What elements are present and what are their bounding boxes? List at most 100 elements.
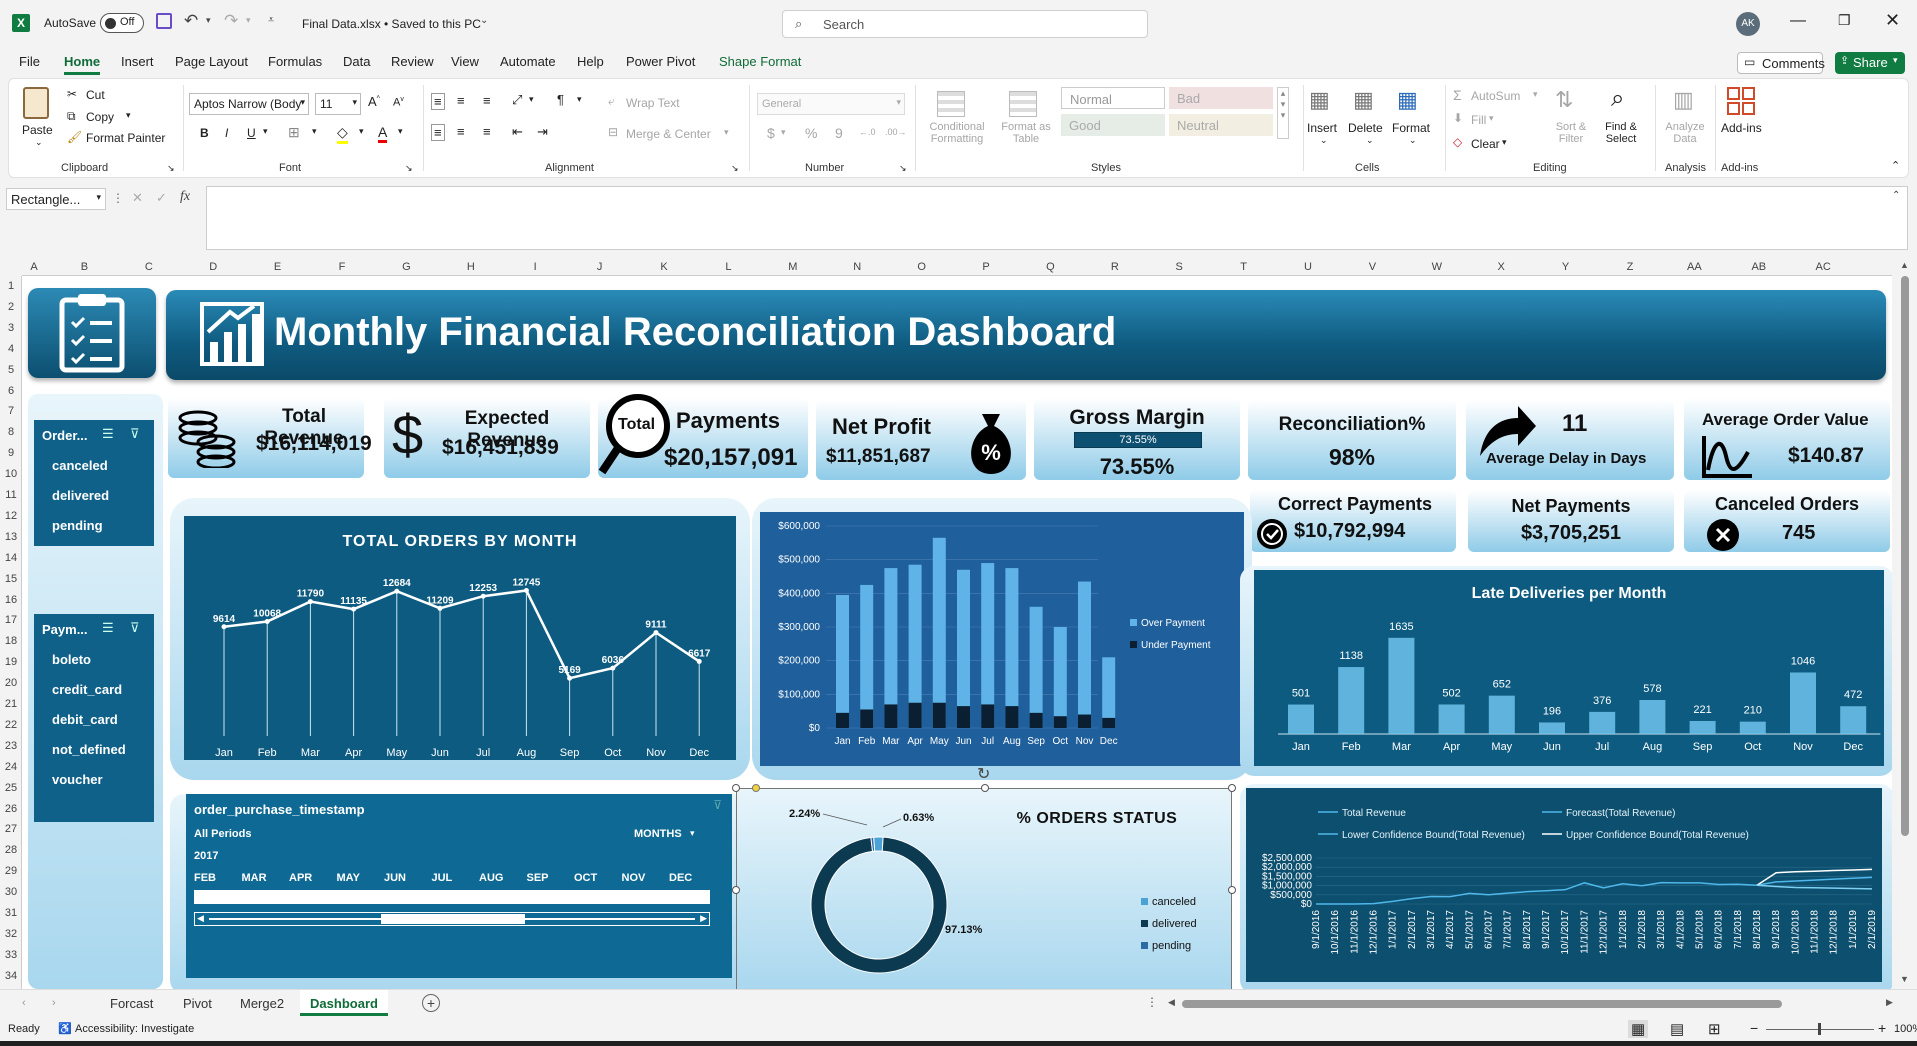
zoom-slider[interactable] xyxy=(1766,1023,1874,1035)
row-header-14[interactable]: 14 xyxy=(4,551,18,564)
timeline-month[interactable]: APR xyxy=(289,872,313,884)
style-neutral[interactable]: Neutral xyxy=(1169,114,1273,136)
share-button[interactable]: ⇪ Share ▾ xyxy=(1835,52,1905,74)
minimize-icon[interactable]: — xyxy=(1790,12,1806,29)
add-ins-button[interactable]: Add-ins xyxy=(1721,121,1762,135)
delete-cells-button[interactable]: Delete xyxy=(1348,121,1383,135)
timeline-month[interactable]: OCT xyxy=(574,872,598,884)
row-header-23[interactable]: 23 xyxy=(4,739,18,752)
sheet-tab-dashboard[interactable]: Dashboard xyxy=(300,990,388,1016)
row-header-32[interactable]: 32 xyxy=(4,927,18,940)
column-header-X[interactable]: X xyxy=(1497,261,1505,273)
zoom-slider-thumb[interactable] xyxy=(1818,1023,1821,1035)
column-header-C[interactable]: C xyxy=(144,261,153,273)
column-header-Q[interactable]: Q xyxy=(1046,261,1055,273)
row-header-31[interactable]: 31 xyxy=(4,907,18,919)
increase-indent-icon[interactable]: ⇥ xyxy=(537,124,548,139)
customize-toolbar-icon[interactable]: ⩡ xyxy=(268,14,275,26)
text-direction-icon[interactable]: ¶ xyxy=(557,92,564,107)
timeline-month[interactable]: MAR xyxy=(241,872,267,884)
find-select-button[interactable]: Find & Select xyxy=(1605,121,1637,145)
column-header-U[interactable]: U xyxy=(1304,261,1312,273)
zoom-level[interactable]: 100% xyxy=(1894,1023,1917,1035)
next-sheet-icon[interactable]: › xyxy=(52,997,56,1009)
cancel-entry-icon[interactable]: ✕ xyxy=(132,190,143,205)
insert-function-icon[interactable]: fx xyxy=(180,189,191,204)
merge-chevron-icon[interactable]: ▾ xyxy=(724,127,729,137)
clear-chevron-icon[interactable]: ▾ xyxy=(1502,137,1507,147)
restore-icon[interactable]: ❐ xyxy=(1838,12,1851,28)
underline-icon[interactable]: U xyxy=(247,126,256,140)
selection-handle[interactable] xyxy=(1228,784,1236,792)
more-options-icon[interactable]: ⋮ xyxy=(112,191,124,205)
format-cells-button[interactable]: Format xyxy=(1392,121,1431,135)
clear-icon[interactable]: ◇ xyxy=(1453,135,1463,149)
avatar[interactable]: AK xyxy=(1736,12,1760,36)
autosum-icon[interactable]: Σ xyxy=(1453,87,1462,103)
underline-chevron-icon[interactable]: ▾ xyxy=(263,126,268,136)
row-header-4[interactable]: 4 xyxy=(7,342,15,355)
slicer-item-pending[interactable]: pending xyxy=(52,518,103,533)
vertical-scroll-thumb[interactable] xyxy=(1901,276,1909,836)
sheet-tab-pivot[interactable]: Pivot xyxy=(183,996,212,1011)
sheet-tab-forcast[interactable]: Forcast xyxy=(110,996,154,1011)
column-header-F[interactable]: F xyxy=(338,261,346,273)
column-header-Z[interactable]: Z xyxy=(1626,261,1634,273)
italic-icon[interactable]: I xyxy=(225,126,229,140)
fill-color-chevron-icon[interactable]: ▾ xyxy=(359,126,364,136)
save-icon[interactable] xyxy=(156,13,172,29)
timeline-clear-filter-icon[interactable]: ⊽ xyxy=(713,798,722,812)
row-header-27[interactable]: 27 xyxy=(4,823,18,836)
style-bad[interactable]: Bad xyxy=(1169,87,1273,109)
row-header-13[interactable]: 13 xyxy=(4,530,18,543)
conditional-formatting-icon[interactable] xyxy=(937,91,965,117)
adjust-handle[interactable] xyxy=(752,784,760,792)
timeline-month[interactable]: NOV xyxy=(621,872,646,884)
sheet-tab-merge2[interactable]: Merge2 xyxy=(240,996,285,1011)
font-color-icon[interactable]: A xyxy=(378,124,388,143)
font-launcher-icon[interactable]: ↘ xyxy=(405,163,413,173)
fill-button[interactable]: Fill xyxy=(1471,113,1487,127)
file-name-chevron-icon[interactable]: ⌄ xyxy=(480,15,489,26)
file-name[interactable]: Final Data.xlsx • Saved to this PC xyxy=(302,17,481,31)
add-sheet-icon[interactable]: + xyxy=(422,994,440,1012)
align-top-icon[interactable]: ≡ xyxy=(431,93,445,110)
tab-shape-format[interactable]: Shape Format xyxy=(719,54,802,69)
column-header-E[interactable]: E xyxy=(273,261,282,273)
column-header-R[interactable]: R xyxy=(1110,261,1119,273)
clear-button[interactable]: Clear xyxy=(1471,137,1500,151)
row-header-18[interactable]: 18 xyxy=(4,635,18,648)
column-header-K[interactable]: K xyxy=(660,261,668,273)
row-header-9[interactable]: 9 xyxy=(7,447,15,460)
sort-filter-icon[interactable]: ⇅ xyxy=(1555,87,1574,112)
borders-chevron-icon[interactable]: ▾ xyxy=(312,126,317,136)
row-header-15[interactable]: 15 xyxy=(4,572,18,585)
format-as-table-icon[interactable] xyxy=(1009,91,1037,117)
prev-sheet-icon[interactable]: ‹ xyxy=(22,997,26,1009)
timeline-unit-chevron-icon[interactable]: ▾ xyxy=(690,828,695,838)
multi-select-icon[interactable]: ☰ xyxy=(102,426,114,441)
row-header-34[interactable]: 34 xyxy=(4,969,18,982)
column-header-G[interactable]: G xyxy=(402,261,411,273)
page-break-view-icon[interactable]: ⊞ xyxy=(1708,1021,1721,1038)
horizontal-scroll-thumb[interactable] xyxy=(1182,1000,1782,1008)
column-header-N[interactable]: N xyxy=(853,261,862,273)
selection-handle[interactable] xyxy=(1228,886,1236,894)
tab-page-layout[interactable]: Page Layout xyxy=(175,54,249,69)
format-chevron-icon[interactable]: ⌄ xyxy=(1409,135,1417,145)
sort-filter-button[interactable]: Sort & Filter xyxy=(1555,121,1587,145)
row-header-28[interactable]: 28 xyxy=(4,844,18,857)
hscroll-left-icon[interactable]: ◀ xyxy=(1168,997,1175,1007)
tab-power-pivot[interactable]: Power Pivot xyxy=(626,54,696,69)
scroll-right-icon[interactable]: ▶ xyxy=(700,913,707,923)
scroll-up-icon[interactable]: ▲ xyxy=(1900,260,1909,270)
number-launcher-icon[interactable]: ↘ xyxy=(899,163,907,173)
timeline-month[interactable]: FEB xyxy=(194,872,216,884)
format-cells-icon[interactable]: ▦ xyxy=(1397,87,1418,112)
column-header-L[interactable]: L xyxy=(725,261,732,273)
tab-insert[interactable]: Insert xyxy=(121,54,154,69)
fill-color-icon[interactable]: ◇ xyxy=(337,124,348,144)
row-header-2[interactable]: 2 xyxy=(7,300,15,313)
column-header-AA[interactable]: AA xyxy=(1687,261,1702,273)
tab-review[interactable]: Review xyxy=(391,54,434,69)
